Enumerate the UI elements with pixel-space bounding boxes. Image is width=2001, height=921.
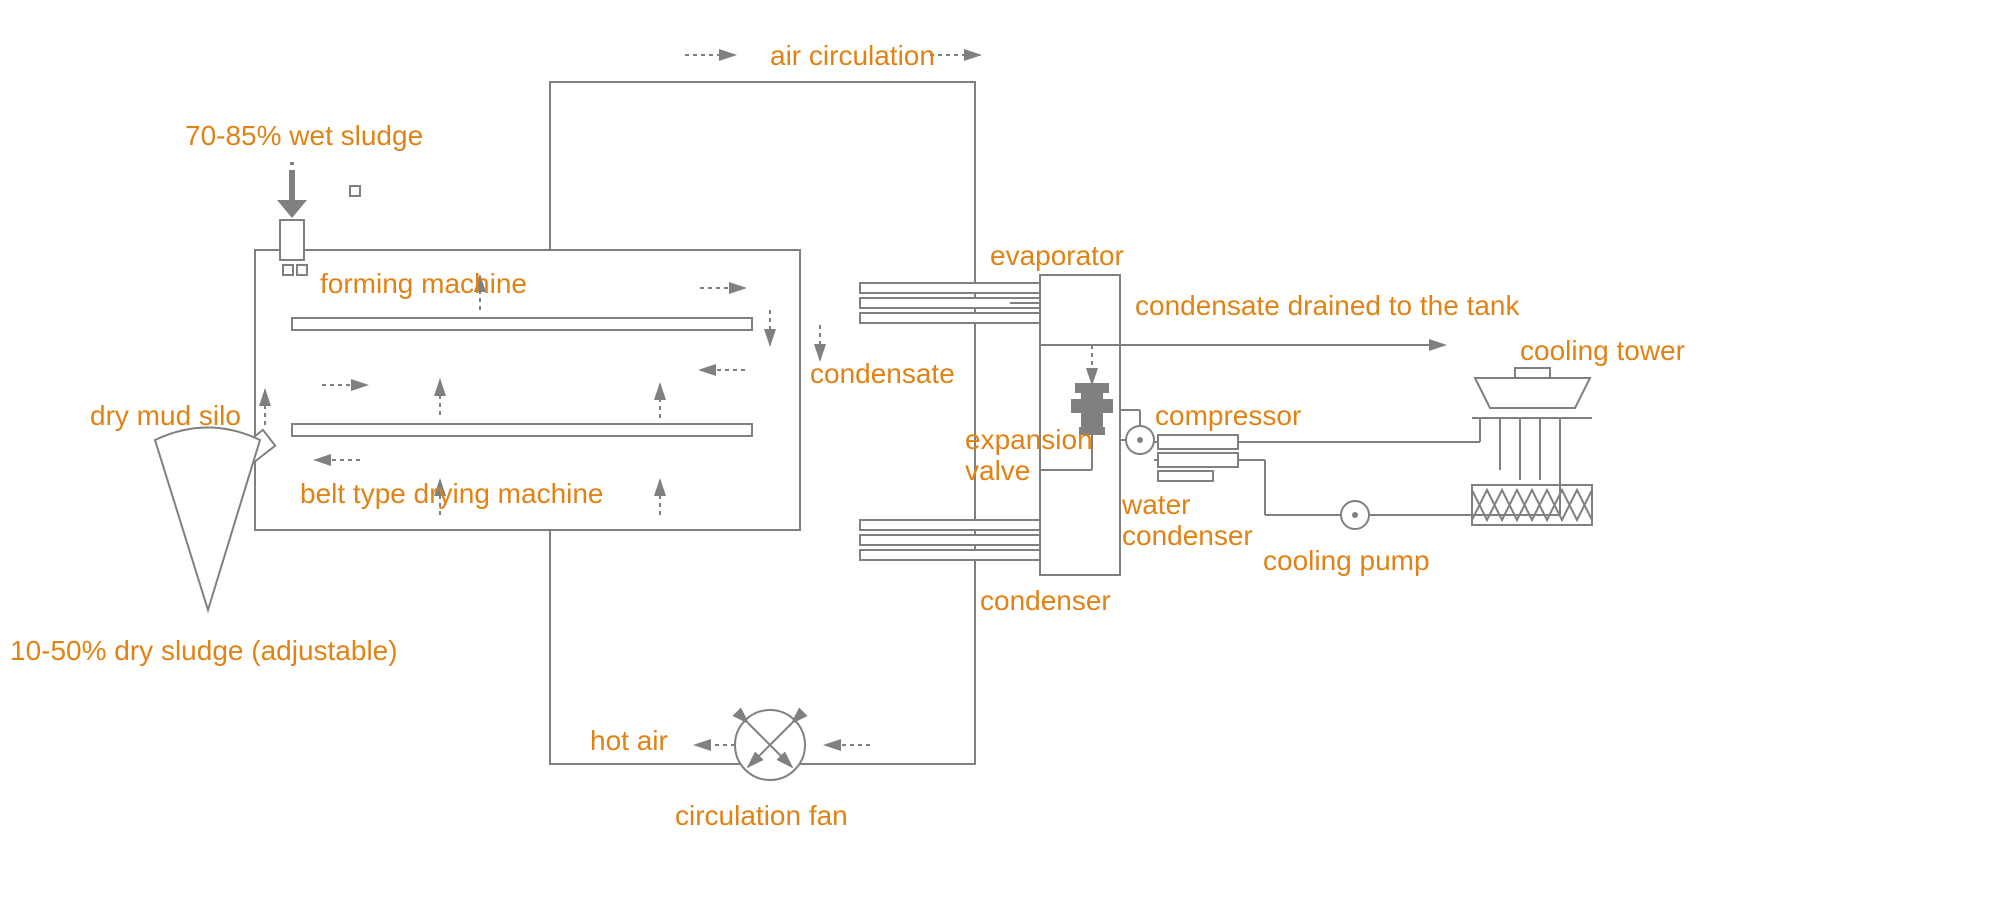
label-circulation-fan: circulation fan	[675, 800, 848, 832]
label-expansion-valve: expansion valve	[965, 425, 1095, 487]
label-evaporator: evaporator	[990, 240, 1124, 272]
label-hot-air: hot air	[590, 725, 668, 757]
label-condensate: condensate	[810, 358, 955, 390]
label-water-condenser: water condenser	[1122, 490, 1262, 552]
label-forming-machine: forming machine	[320, 268, 527, 300]
label-cooling-tower: cooling tower	[1520, 335, 1685, 367]
label-dry-sludge: 10-50% dry sludge (adjustable)	[10, 635, 398, 667]
label-dry-mud-silo: dry mud silo	[90, 400, 241, 432]
label-air-circulation: air circulation	[770, 40, 935, 72]
label-condensate-drained: condensate drained to the tank	[1135, 290, 1520, 322]
water-condenser	[1158, 435, 1238, 481]
label-compressor: compressor	[1155, 400, 1301, 432]
silo-cone	[155, 428, 260, 611]
label-wet-sludge: 70-85% wet sludge	[185, 120, 423, 152]
inlet-hopper	[280, 220, 304, 260]
label-condenser: condenser	[980, 585, 1111, 617]
condenser-coil	[860, 520, 1040, 560]
label-cooling-pump: cooling pump	[1263, 545, 1430, 577]
wet-sludge-arrow	[277, 162, 307, 218]
label-belt-drying: belt type drying machine	[300, 478, 604, 510]
cooling-tower	[1472, 368, 1592, 525]
